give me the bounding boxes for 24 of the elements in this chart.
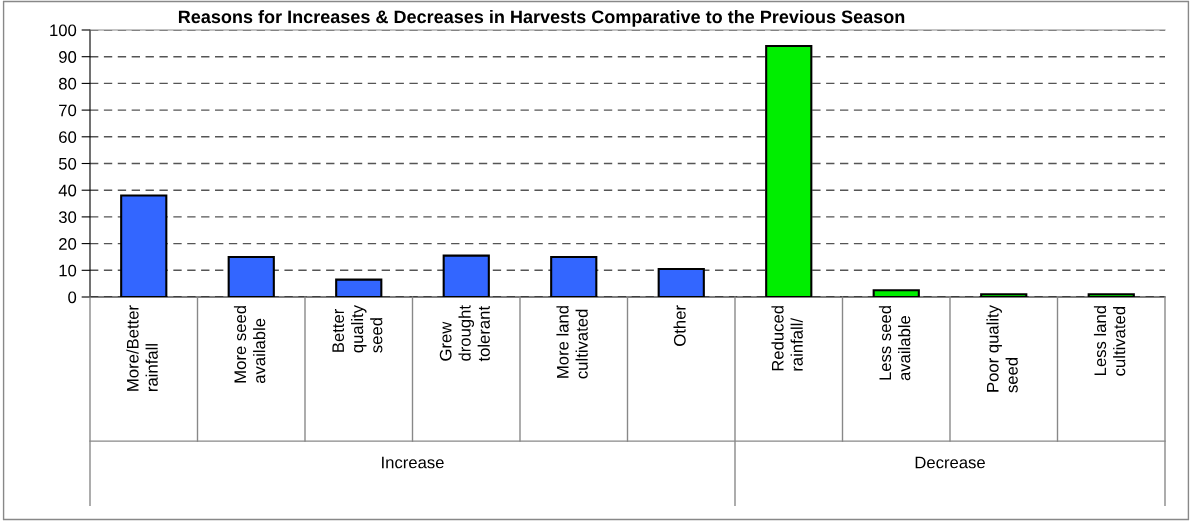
text: Increase — [382, 456, 444, 469]
y-tick-label: 50 — [58, 157, 77, 170]
y-tick-label: 80 — [58, 77, 77, 90]
x-tick-label: More land cultivated — [556, 306, 588, 379]
y-tick-label: 30 — [58, 211, 77, 224]
x-tick-label: Less seed available — [878, 306, 911, 381]
x-tick-label: More seed available — [233, 306, 266, 384]
y-tick-label: 100 — [50, 24, 77, 37]
x-tick-label: More/Better rainfall — [126, 305, 158, 391]
x-tick-label: Other — [673, 305, 686, 346]
chart-title: Reasons for Increases & Decreases in Harvests Comparative to the Previous Season — [178, 9, 905, 27]
text: Decrease — [915, 456, 985, 469]
y-tick-label: 0 — [68, 291, 77, 304]
y-tick-label: 40 — [58, 184, 77, 197]
y-tick-label: 10 — [59, 264, 77, 277]
y-tick-label: 90 — [59, 51, 77, 63]
y-tick-label: 20 — [59, 238, 77, 250]
x-tick-label: Better quality seed — [332, 305, 383, 353]
x-tick-label: Poor quality seed — [986, 305, 1018, 393]
y-tick-label: 60 — [59, 131, 77, 143]
x-tick-label: Grew drought tolerant — [439, 305, 490, 362]
y-tick-label: 70 — [59, 104, 77, 117]
x-tick-label: Less land cultivated — [1093, 306, 1126, 376]
x-tick-label: Reduced rainfall/ — [771, 306, 803, 371]
